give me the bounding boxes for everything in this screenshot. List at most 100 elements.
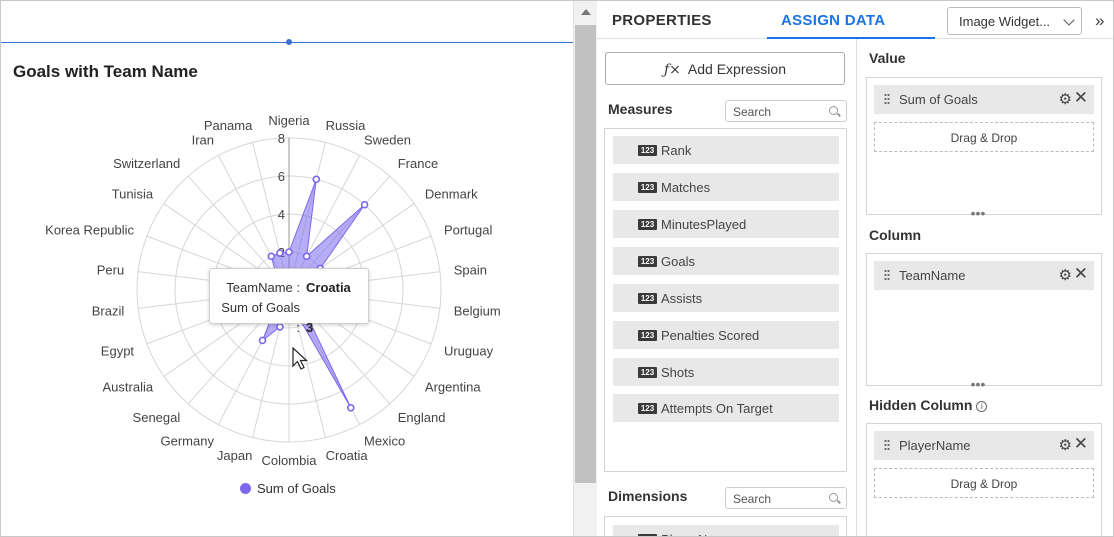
measure-item-label: Rank: [661, 143, 692, 158]
widget-type-value: Image Widget...: [959, 14, 1051, 29]
close-icon[interactable]: ✕: [1073, 434, 1088, 453]
vertical-scrollbar[interactable]: [573, 1, 597, 536]
tooltip-goals-key: Sum of Goals :: [221, 300, 300, 335]
measure-item-label: Penalties Scored: [661, 328, 760, 343]
dimension-item-label: PlayerName: [661, 532, 733, 536]
radar-axis-label: Egypt: [101, 343, 135, 358]
assignment-column: Value Sum of Goals ⚙ ✕ Drag & Drop ••• C…: [858, 39, 1113, 536]
close-icon[interactable]: ✕: [1073, 264, 1088, 283]
hidden-column-field-chip[interactable]: PlayerName ⚙ ✕: [874, 431, 1094, 460]
measure-item-label: MinutesPlayed: [661, 217, 747, 232]
gear-icon[interactable]: ⚙: [1058, 437, 1072, 454]
info-icon[interactable]: i: [976, 401, 988, 412]
measure-item-matches[interactable]: 123 Matches: [613, 173, 839, 201]
column-field-chip[interactable]: TeamName ⚙ ✕: [874, 261, 1094, 290]
grip-icon[interactable]: [884, 93, 890, 105]
scrollbar-thumb[interactable]: [575, 25, 596, 483]
measure-item-minutesplayed[interactable]: 123 MinutesPlayed: [613, 210, 839, 238]
grip-icon[interactable]: [884, 439, 890, 451]
dimensions-search-placeholder: Search: [733, 492, 772, 506]
legend-marker-icon: [240, 483, 251, 494]
collapse-panel-icon[interactable]: »: [1095, 11, 1105, 30]
radar-data-point: [267, 252, 276, 261]
value-drag-drop-target[interactable]: Drag & Drop: [874, 122, 1094, 152]
radar-tick-label: 8: [278, 131, 285, 146]
dimensions-list: PlayerName: [604, 516, 847, 536]
measure-item-penalties-scored[interactable]: 123 Penalties Scored: [613, 321, 839, 349]
add-expression-button[interactable]: ƒ× Add Expression: [605, 52, 845, 85]
radar-tick-label: 6: [278, 169, 285, 184]
measure-item-goals[interactable]: 123 Goals: [613, 247, 839, 275]
search-icon: [829, 493, 838, 502]
tab-assign-data[interactable]: ASSIGN DATA: [781, 12, 886, 29]
radar-axis-label: Peru: [97, 263, 124, 278]
search-icon: [829, 106, 838, 115]
tooltip-team-key: TeamName :: [226, 280, 300, 295]
numeric-type-icon: 123: [638, 256, 657, 267]
radar-axis-label: Senegal: [133, 410, 181, 425]
radar-data-point: [258, 336, 267, 345]
numeric-type-icon: 123: [638, 367, 657, 378]
measure-item-assists[interactable]: 123 Assists: [613, 284, 839, 312]
dimensions-search-input[interactable]: Search: [725, 487, 847, 509]
widget-type-select[interactable]: Image Widget...: [947, 7, 1082, 35]
radar-axis-label: Tunisia: [112, 186, 154, 201]
value-drop-zone[interactable]: Sum of Goals ⚙ ✕ Drag & Drop: [866, 77, 1102, 215]
add-expression-label: Add Expression: [687, 61, 786, 77]
column-field-label: TeamName: [899, 268, 966, 283]
widget-resize-handle[interactable]: [286, 39, 292, 45]
hidden-column-field-label: PlayerName: [899, 438, 971, 453]
radar-axis-label: Colombia: [262, 453, 318, 468]
gear-icon[interactable]: ⚙: [1058, 91, 1072, 108]
close-icon[interactable]: ✕: [1073, 88, 1088, 107]
numeric-type-icon: 123: [638, 403, 657, 414]
scroll-up-arrow-icon[interactable]: [581, 9, 591, 15]
hidden-column-drag-drop-target[interactable]: Drag & Drop: [874, 468, 1094, 498]
measure-item-rank[interactable]: 123 Rank: [613, 136, 839, 164]
measure-item-label: Assists: [661, 291, 703, 306]
numeric-type-icon: 123: [638, 182, 657, 193]
column-drop-zone[interactable]: TeamName ⚙ ✕: [866, 253, 1102, 386]
radar-data-point: [312, 175, 321, 184]
numeric-type-icon: 123: [638, 293, 657, 304]
measure-item-shots[interactable]: 123 Shots: [613, 358, 839, 386]
text-type-icon: [638, 534, 657, 536]
measures-title: Measures: [608, 101, 673, 117]
column-resize-handle-icon[interactable]: •••: [970, 376, 986, 392]
radar-axis-label: Portugal: [444, 223, 493, 238]
radar-data-point: [276, 249, 284, 257]
grip-icon[interactable]: [884, 269, 890, 281]
radar-axis-label: Australia: [103, 380, 154, 395]
panel-tabs: PROPERTIES ASSIGN DATA Image Widget... »: [597, 1, 1113, 39]
measure-item-attempts-on-target[interactable]: 123 Attempts On Target: [613, 394, 839, 422]
tooltip-team-value: Croatia: [306, 280, 351, 295]
active-tab-indicator: [767, 37, 935, 39]
radar-axis-label: Argentina: [425, 380, 481, 395]
mouse-pointer-icon: [292, 347, 309, 370]
chart-legend[interactable]: Sum of Goals: [240, 481, 336, 496]
radar-axis-label: Switzerland: [113, 156, 180, 171]
radar-data-point: [285, 248, 293, 256]
radar-axis-label: Nigeria: [268, 113, 310, 128]
numeric-type-icon: 123: [638, 145, 657, 156]
measures-search-input[interactable]: Search: [725, 100, 847, 122]
tab-properties[interactable]: PROPERTIES: [612, 12, 712, 29]
chart-title: Goals with Team Name: [13, 62, 198, 81]
radar-axis-label: France: [398, 156, 438, 171]
radar-data-point: [347, 403, 355, 412]
properties-panel: PROPERTIES ASSIGN DATA Image Widget... »…: [597, 1, 1113, 536]
value-field-chip[interactable]: Sum of Goals ⚙ ✕: [874, 85, 1094, 114]
measures-list: 123 Rank 123 Matches 123 MinutesPlayed 123 G…: [604, 128, 847, 472]
radar-axis-label: Spain: [454, 263, 487, 278]
hidden-column-title-text: Hidden Column: [869, 397, 973, 413]
radar-data-point: [360, 200, 369, 209]
radar-axis-label: Germany: [161, 434, 215, 449]
hidden-column-drop-zone[interactable]: PlayerName ⚙ ✕ Drag & Drop: [866, 423, 1102, 536]
measure-item-label: Matches: [661, 180, 711, 195]
dimension-item-playername[interactable]: PlayerName: [613, 525, 839, 536]
value-resize-handle-icon[interactable]: •••: [970, 205, 986, 221]
measure-item-label: Attempts On Target: [661, 401, 773, 416]
gear-icon[interactable]: ⚙: [1058, 267, 1072, 284]
numeric-type-icon: 123: [638, 219, 657, 230]
